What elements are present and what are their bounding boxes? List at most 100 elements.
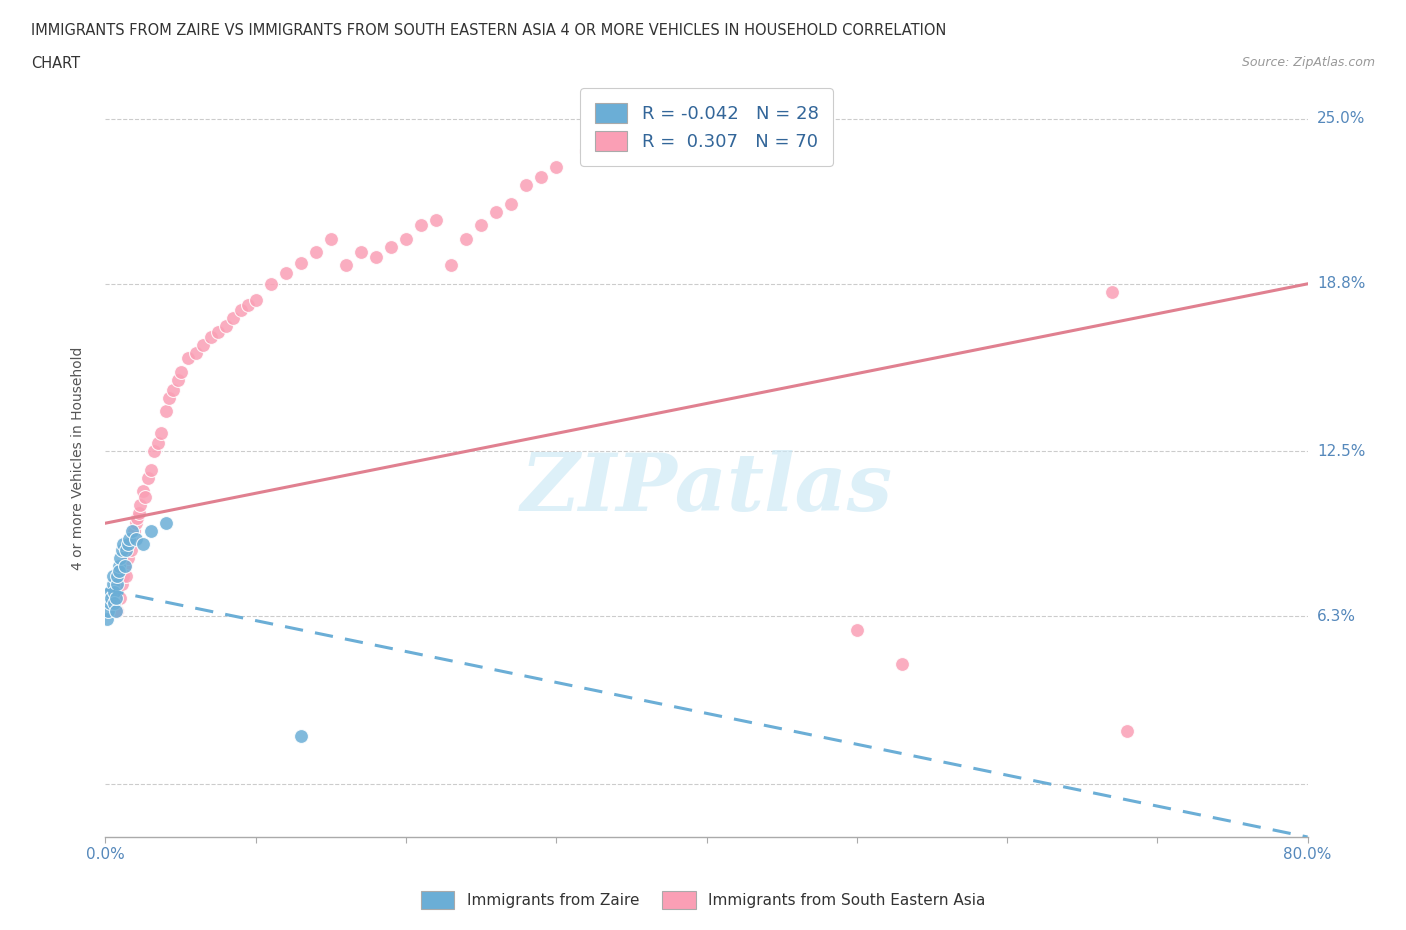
Point bbox=[108, 564, 131, 578]
Text: 12.5%: 12.5% bbox=[1317, 444, 1365, 458]
Point bbox=[470, 218, 492, 232]
Legend: Immigrants from Zaire, Immigrants from South Eastern Asia: Immigrants from Zaire, Immigrants from S… bbox=[415, 884, 991, 915]
Point bbox=[124, 516, 146, 531]
Point bbox=[117, 537, 139, 551]
Point bbox=[214, 319, 236, 334]
Text: IMMIGRANTS FROM ZAIRE VS IMMIGRANTS FROM SOUTH EASTERN ASIA 4 OR MORE VEHICLES I: IMMIGRANTS FROM ZAIRE VS IMMIGRANTS FROM… bbox=[31, 23, 946, 38]
Point bbox=[132, 537, 155, 551]
Point bbox=[155, 404, 177, 418]
Point bbox=[146, 436, 169, 451]
Point bbox=[530, 170, 553, 185]
Point bbox=[111, 542, 134, 557]
Point bbox=[184, 346, 207, 361]
Point bbox=[157, 391, 180, 405]
Point bbox=[110, 551, 132, 565]
Point bbox=[117, 551, 139, 565]
Text: ZIPatlas: ZIPatlas bbox=[520, 449, 893, 527]
Point bbox=[395, 232, 418, 246]
Point bbox=[890, 657, 912, 671]
Point bbox=[238, 298, 260, 312]
Point bbox=[166, 372, 188, 387]
Point bbox=[111, 577, 134, 591]
Point bbox=[409, 218, 432, 232]
Point bbox=[104, 591, 127, 605]
Point bbox=[98, 595, 121, 610]
Point bbox=[290, 255, 312, 270]
Point bbox=[125, 511, 148, 525]
Point bbox=[155, 516, 177, 531]
Point bbox=[112, 569, 135, 584]
Point bbox=[142, 444, 165, 458]
Point bbox=[191, 338, 214, 352]
Point bbox=[121, 524, 143, 538]
Point bbox=[134, 489, 156, 504]
Point bbox=[222, 311, 245, 325]
Point bbox=[107, 569, 129, 584]
Point bbox=[440, 258, 463, 272]
Point bbox=[290, 728, 312, 743]
Point bbox=[114, 558, 136, 573]
Point bbox=[575, 143, 598, 158]
Text: CHART: CHART bbox=[31, 56, 80, 71]
Point bbox=[120, 542, 142, 557]
Point bbox=[260, 276, 283, 291]
Point bbox=[122, 524, 145, 538]
Point bbox=[121, 532, 143, 547]
Point bbox=[485, 205, 508, 219]
Point bbox=[350, 245, 373, 259]
Point bbox=[107, 577, 129, 591]
Text: 6.3%: 6.3% bbox=[1317, 609, 1357, 624]
Point bbox=[100, 591, 122, 605]
Point bbox=[108, 558, 131, 573]
Point bbox=[110, 591, 132, 605]
Point bbox=[605, 125, 627, 140]
Point bbox=[274, 266, 297, 281]
Point bbox=[425, 213, 447, 228]
Point bbox=[591, 138, 613, 153]
Point bbox=[115, 542, 138, 557]
Point bbox=[169, 365, 191, 379]
Point bbox=[104, 604, 127, 618]
Point bbox=[103, 595, 125, 610]
Point bbox=[139, 462, 162, 477]
Point bbox=[335, 258, 357, 272]
Point bbox=[97, 604, 120, 618]
Point bbox=[364, 250, 387, 265]
Point bbox=[101, 569, 124, 584]
Point bbox=[1116, 724, 1139, 738]
Text: 18.8%: 18.8% bbox=[1317, 276, 1365, 291]
Point bbox=[650, 99, 672, 113]
Point bbox=[136, 471, 159, 485]
Point bbox=[515, 178, 537, 193]
Point bbox=[98, 585, 121, 600]
Point bbox=[305, 245, 328, 259]
Point bbox=[101, 577, 124, 591]
Point bbox=[115, 569, 138, 584]
Point bbox=[454, 232, 477, 246]
Point bbox=[207, 325, 229, 339]
Point bbox=[104, 585, 127, 600]
Legend: R = -0.042   N = 28, R =  0.307   N = 70: R = -0.042 N = 28, R = 0.307 N = 70 bbox=[581, 88, 832, 166]
Point bbox=[501, 196, 523, 211]
Point bbox=[118, 532, 141, 547]
Point bbox=[380, 239, 402, 254]
Y-axis label: 4 or more Vehicles in Household: 4 or more Vehicles in Household bbox=[70, 346, 84, 570]
Point bbox=[101, 595, 124, 610]
Point bbox=[229, 303, 252, 318]
Point bbox=[162, 383, 184, 398]
Point bbox=[636, 106, 658, 121]
Point bbox=[114, 558, 136, 573]
Point bbox=[118, 537, 141, 551]
Point bbox=[96, 612, 118, 627]
Point bbox=[108, 564, 131, 578]
Point bbox=[150, 425, 173, 440]
Point bbox=[1101, 285, 1123, 299]
Point bbox=[103, 585, 125, 600]
Point bbox=[132, 484, 155, 498]
Point bbox=[546, 159, 568, 174]
Point bbox=[129, 498, 152, 512]
Point bbox=[124, 532, 146, 547]
Point bbox=[245, 292, 267, 307]
Point bbox=[107, 604, 129, 618]
Point bbox=[200, 329, 222, 344]
